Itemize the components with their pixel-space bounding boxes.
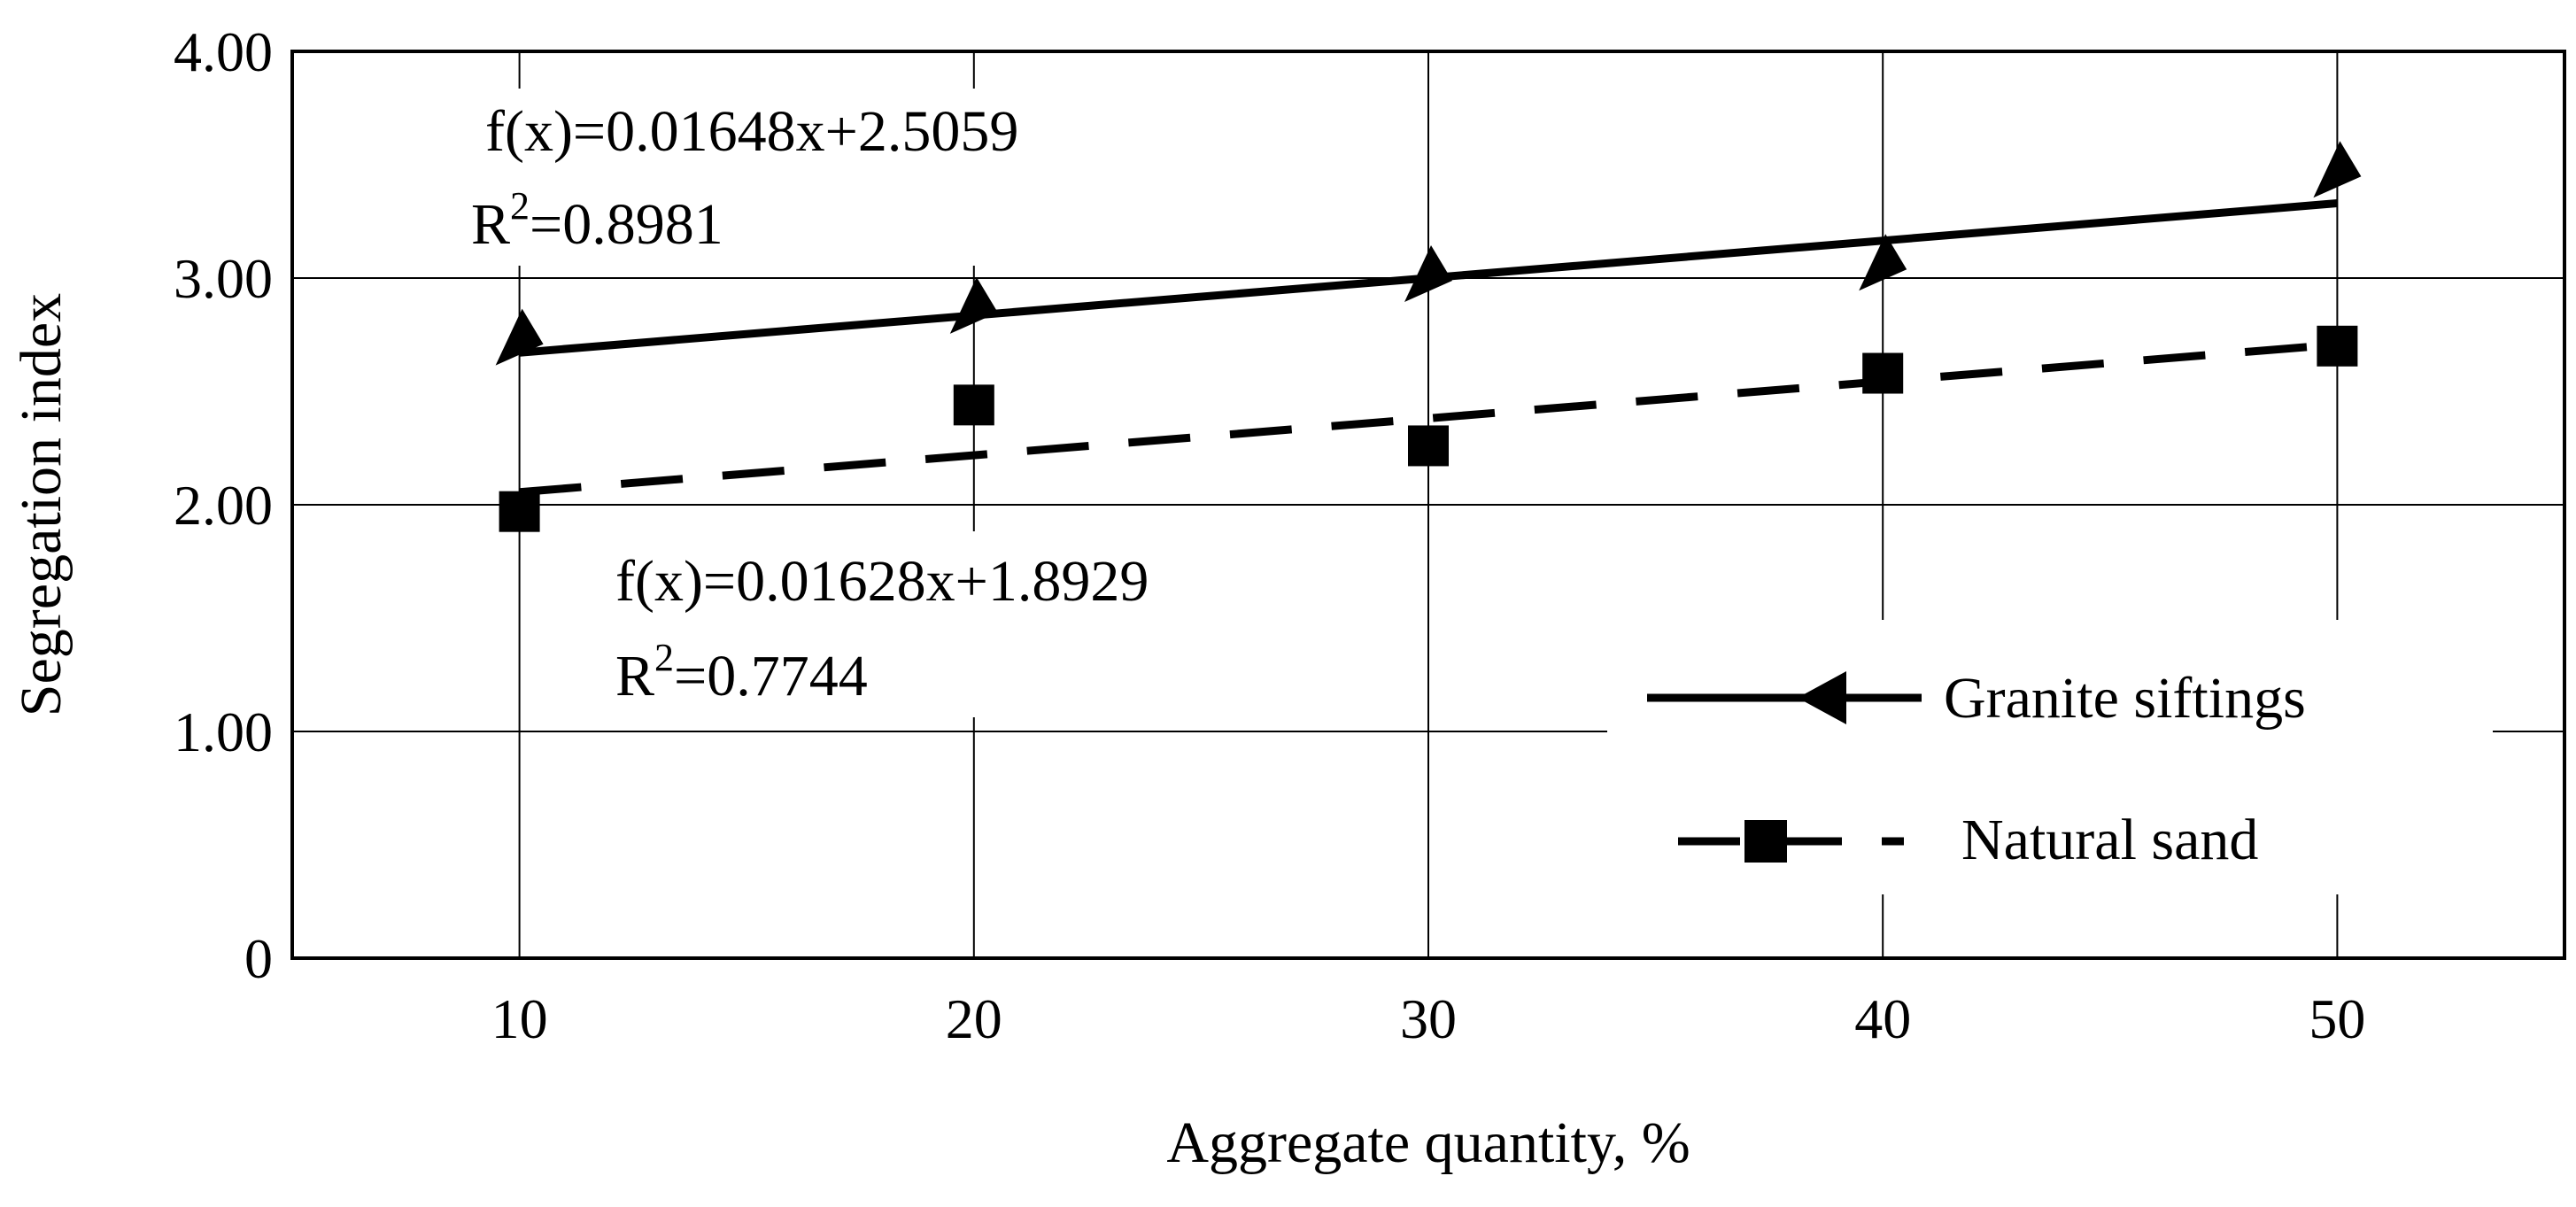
granite-point bbox=[1404, 245, 1452, 302]
y-tick-label: 0 bbox=[244, 927, 273, 990]
y-tick-label: 3.00 bbox=[174, 247, 273, 310]
x-tick-label: 30 bbox=[1400, 987, 1457, 1050]
y-axis-title: Segregation index bbox=[9, 293, 73, 716]
x-tick-label: 40 bbox=[1854, 987, 1911, 1050]
legend-triangle-icon bbox=[1798, 671, 1846, 724]
equation-granite: f(x)=0.01648x+2.5059 R2=0.8981 bbox=[460, 89, 1222, 266]
plot-frame bbox=[290, 50, 2566, 960]
y-tick-label: 1.00 bbox=[174, 700, 273, 763]
sand-point bbox=[2317, 325, 2358, 367]
legend-sand-label: Natural sand bbox=[1961, 808, 2258, 872]
equation-sand-bg bbox=[602, 531, 1364, 717]
equation-granite-text: f(x)=0.01648x+2.5059 bbox=[485, 99, 1018, 164]
sand-point bbox=[499, 491, 540, 532]
sand-point bbox=[953, 384, 994, 426]
x-tick-label: 50 bbox=[2309, 987, 2365, 1050]
tick-labels: 0 1.00 2.00 3.00 4.00 10 20 30 40 50 bbox=[174, 20, 2365, 1050]
sand-point bbox=[1408, 425, 1449, 467]
granite-point bbox=[1859, 234, 1907, 291]
granite-point bbox=[2313, 141, 2362, 198]
x-axis-title: Aggregate quantity, % bbox=[1166, 1110, 1690, 1175]
y-tick-label: 4.00 bbox=[174, 20, 273, 83]
sand-point bbox=[1862, 352, 1904, 394]
x-tick-label: 10 bbox=[491, 987, 548, 1050]
y-tick-label: 2.00 bbox=[174, 474, 273, 537]
data-markers bbox=[495, 141, 2362, 532]
legend-square-icon bbox=[1744, 820, 1787, 863]
granite-point bbox=[949, 276, 998, 334]
equation-sand: f(x)=0.01628x+1.8929 R2=0.7744 bbox=[602, 531, 1364, 717]
r2-sand-text: R2=0.7744 bbox=[615, 636, 868, 708]
x-tick-label: 20 bbox=[946, 987, 1002, 1050]
legend-granite-label: Granite siftings bbox=[1944, 666, 2306, 731]
legend: Granite siftings Natural sand bbox=[1607, 620, 2493, 894]
r2-granite-text: R2=0.8981 bbox=[471, 184, 723, 257]
equation-sand-text: f(x)=0.01628x+1.8929 bbox=[615, 549, 1149, 614]
granite-point bbox=[495, 308, 544, 366]
equation-granite-bg bbox=[460, 89, 1222, 266]
